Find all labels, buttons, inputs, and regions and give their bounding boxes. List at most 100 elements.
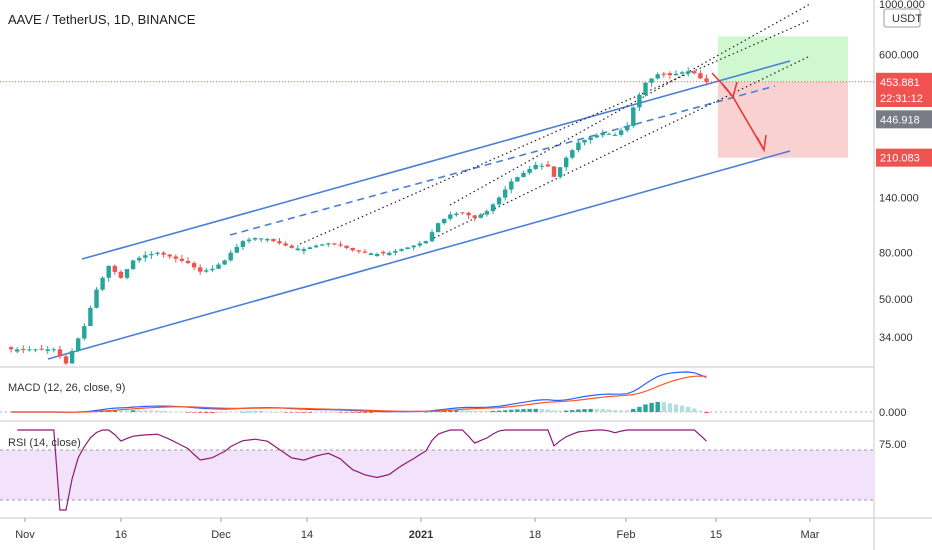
candle-body: [381, 251, 386, 254]
rsi-band: [0, 450, 874, 500]
macd-histogram-bar: [564, 410, 569, 412]
candle-body: [69, 350, 75, 364]
candle-body: [478, 214, 483, 218]
candle-body: [155, 252, 160, 254]
dotted-mid: [299, 19, 811, 245]
candle-body: [618, 130, 624, 135]
macd-histogram-bar: [588, 408, 593, 412]
macd-histogram-bar: [570, 410, 575, 412]
candle-body: [320, 244, 325, 246]
candle-body: [246, 239, 252, 242]
candle-body: [179, 258, 185, 261]
macd-histogram-bar: [393, 412, 398, 413]
candle-body: [277, 241, 282, 244]
candle-body: [686, 71, 691, 74]
channel-mid-line: [229, 85, 776, 236]
candle-body: [411, 245, 416, 248]
price-tick-label: 34.000: [879, 332, 913, 344]
macd-histogram-bar: [198, 412, 203, 413]
candle-body: [466, 212, 471, 216]
candle-body: [204, 270, 209, 272]
price-tag-label: 210.083: [880, 153, 920, 165]
candle-body: [551, 166, 557, 177]
macd-histogram-bar: [320, 412, 325, 413]
price-tag-label: 453.881: [880, 77, 920, 89]
macd-histogram-bar: [643, 404, 648, 412]
time-tick-label: 15: [710, 529, 722, 541]
candle-body: [423, 241, 429, 244]
candle-body: [295, 248, 300, 251]
macd-histogram-bar: [216, 412, 221, 414]
candle-body: [576, 142, 581, 151]
macd-histogram-bar: [582, 409, 587, 412]
currency-label[interactable]: USDT: [892, 13, 922, 25]
dotted-lower: [429, 55, 811, 241]
time-tick-label: Feb: [617, 529, 636, 541]
candle-body: [387, 252, 392, 256]
macd-histogram-bar: [496, 410, 502, 412]
macd-histogram-bar: [503, 410, 508, 412]
time-tick-label: 14: [301, 529, 313, 541]
macd-histogram-bar: [277, 411, 282, 413]
candle-body: [631, 107, 636, 126]
candle-body: [338, 244, 343, 246]
macd-histogram-bar: [454, 410, 459, 412]
macd-histogram-bar: [637, 406, 642, 412]
candle-body: [374, 253, 380, 257]
price-tick-label: 50.000: [879, 294, 913, 306]
currency-badge: [883, 8, 921, 28]
candle-body: [57, 349, 63, 357]
macd-histogram-bar: [338, 412, 343, 413]
candle-body: [509, 181, 514, 190]
macd-histogram-bar: [631, 408, 636, 412]
candle-body: [496, 197, 502, 205]
macd-histogram-bar: [295, 412, 300, 413]
candle-body: [326, 243, 331, 245]
macd-histogram-bar: [252, 411, 258, 413]
candle-body: [301, 249, 307, 252]
arrow-head: [756, 134, 767, 153]
candle-body: [149, 253, 154, 256]
candle-body: [490, 204, 496, 212]
candle-body: [667, 73, 673, 76]
candle-body: [124, 269, 130, 278]
candle-body: [51, 349, 56, 351]
price-tags: 453.881 22:31:12 446.918 210.083: [876, 8, 932, 167]
candle-body: [161, 252, 166, 255]
time-tick-label: Mar: [801, 529, 820, 541]
macd-histogram-bar: [429, 411, 435, 413]
candle-body: [564, 157, 569, 168]
candle-body: [698, 73, 703, 79]
candle-body: [106, 265, 111, 278]
candle-body: [472, 215, 477, 218]
macd-histogram-bar: [118, 410, 124, 412]
macd-histogram-bar: [661, 402, 666, 412]
macd-histogram-bar: [344, 412, 349, 413]
loss-zone: [718, 81, 848, 158]
candle-body: [191, 263, 197, 268]
macd-histogram-bar: [417, 412, 422, 413]
candle-body: [100, 277, 105, 290]
price-tick-label: 80.000: [879, 248, 913, 260]
macd-histogram-bar: [387, 412, 392, 413]
macd-histogram-bar: [222, 412, 227, 413]
macd-histogram-bar: [137, 410, 142, 412]
macd-histogram-bar: [265, 411, 270, 413]
macd-histogram-bar: [594, 408, 599, 412]
candle-body: [15, 349, 20, 352]
candle-body: [185, 260, 191, 264]
macd-histogram-bar: [173, 411, 178, 413]
signal-line: [11, 375, 707, 413]
axes: 1000.000600.000140.00080.00050.00034.000…: [15, 0, 925, 541]
macd-histogram-bar: [283, 412, 288, 413]
candle-body: [557, 167, 563, 177]
time-tick-label: Nov: [15, 529, 35, 541]
candle-body: [143, 255, 148, 258]
candle-body: [198, 267, 203, 272]
candle-body: [527, 168, 532, 173]
candle-body: [362, 251, 368, 253]
candle-body: [8, 347, 14, 350]
macd-histogram-bar: [210, 412, 215, 414]
risk-reward-zones: [0, 36, 874, 158]
